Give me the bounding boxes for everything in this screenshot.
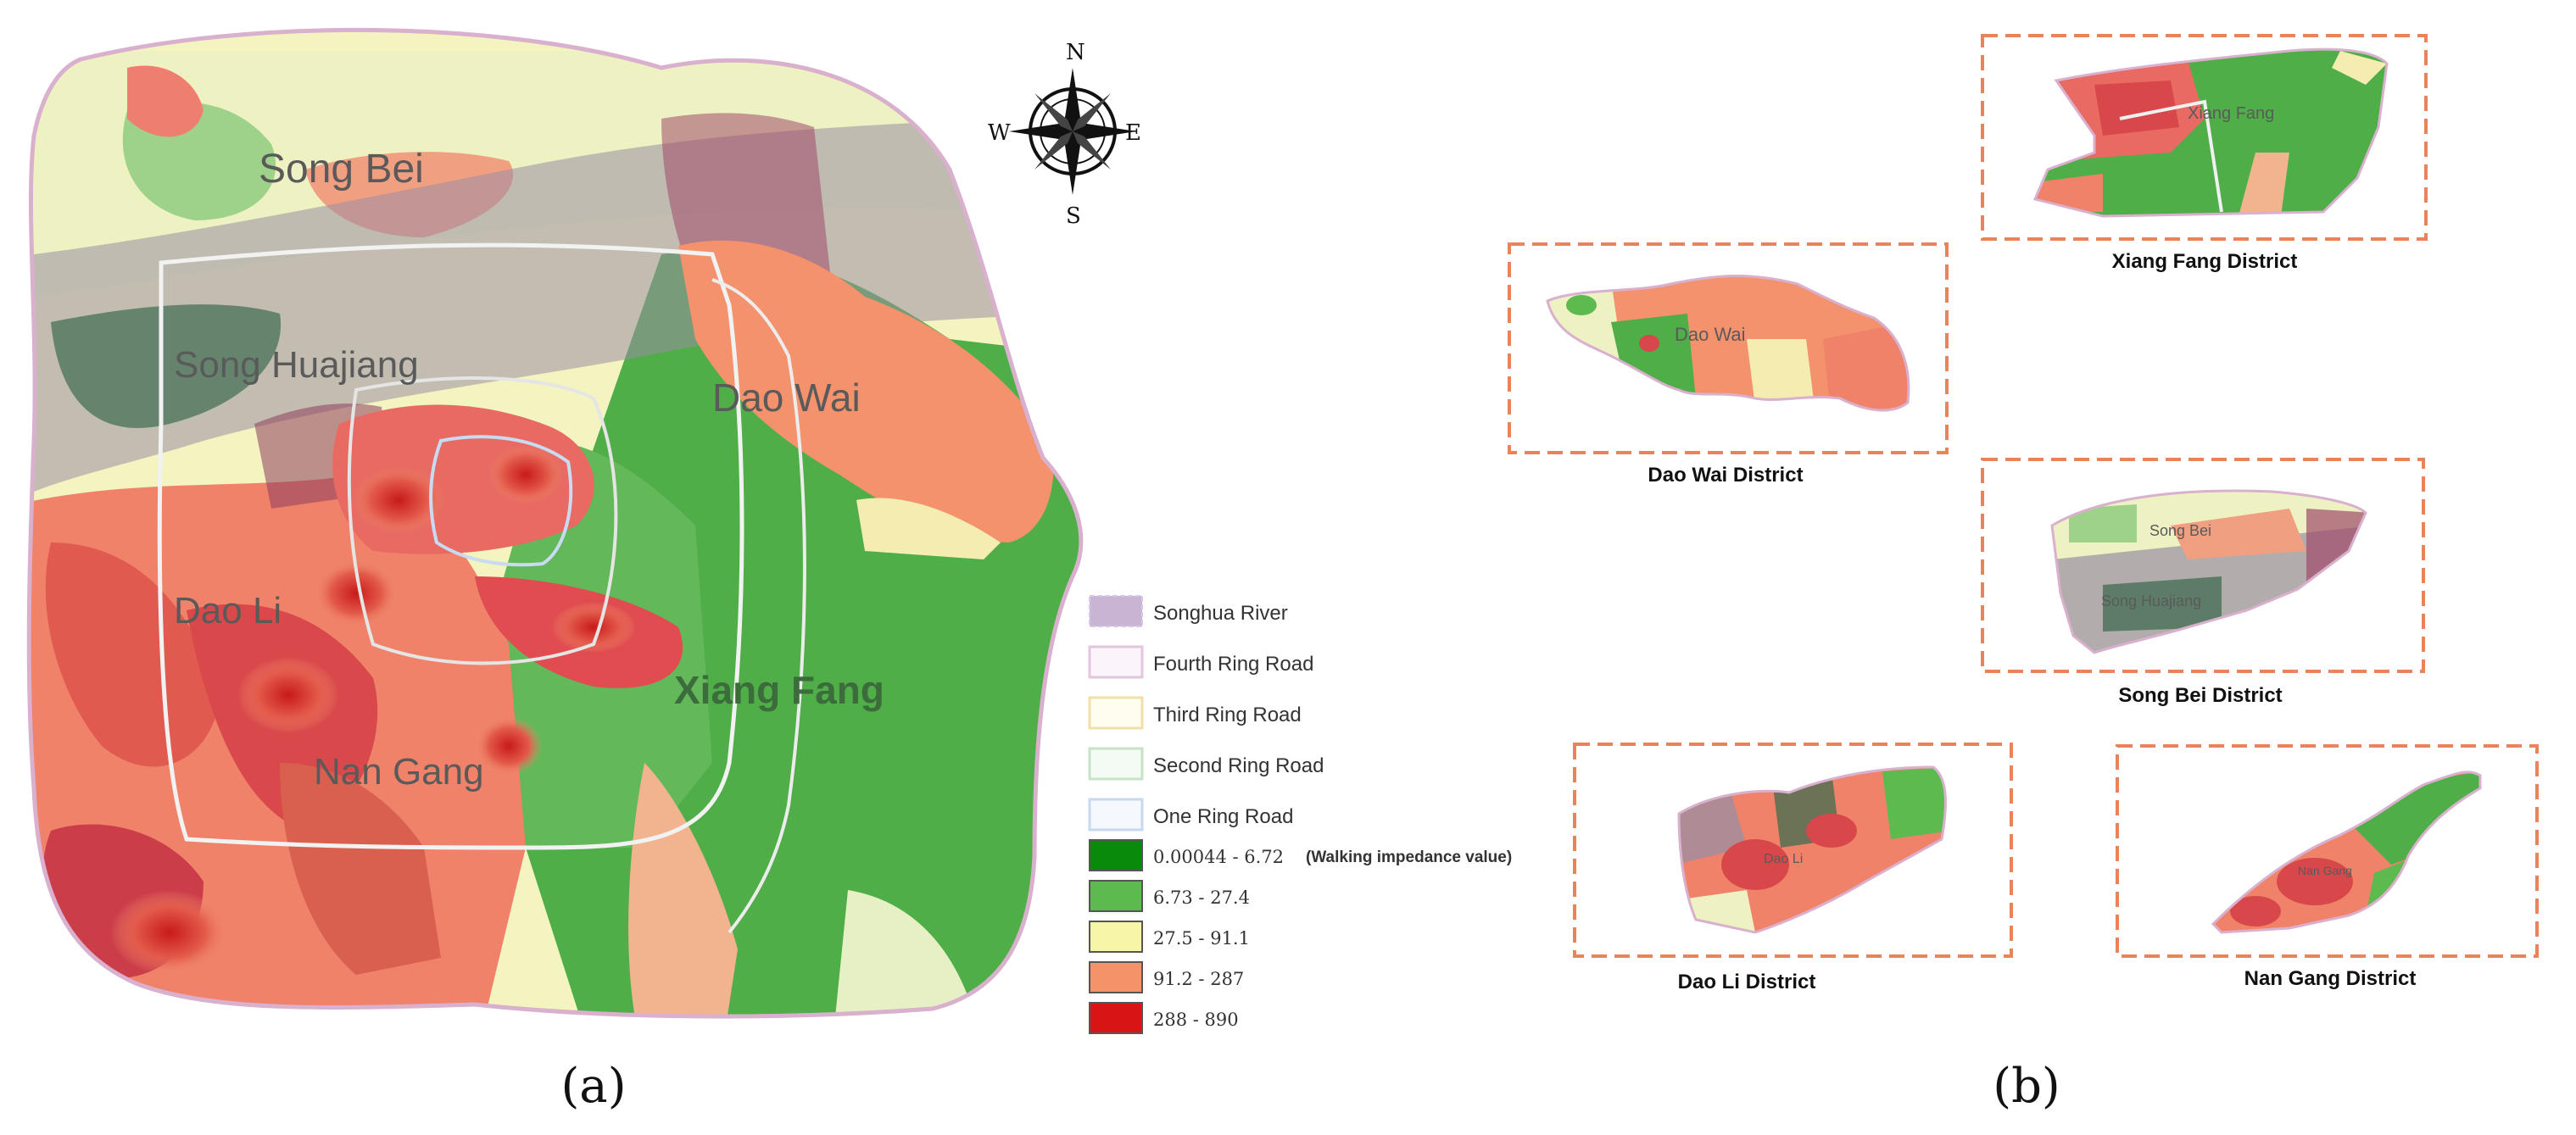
hotspot-6 <box>475 716 543 776</box>
district-dao-wai: Dao Wai Dao Wai District <box>1508 242 1949 487</box>
legend-item: Second Ring Road <box>1088 747 1324 781</box>
legend-label-class-3: 27.5 - 91.1 <box>1153 928 1250 949</box>
district-xiang-fang: Xiang Fang Xiang Fang District <box>1981 34 2428 273</box>
legend-item: Songhua River <box>1089 595 1288 627</box>
inset-frame-song-bei <box>1981 458 2425 673</box>
legend-label-songhua-river: Songhua River <box>1153 602 1288 625</box>
second-ring-road <box>347 376 618 665</box>
legend: Songhua River Fourth Ring Road Third Rin… <box>1088 595 1512 1034</box>
one-ring-road <box>429 435 573 567</box>
zone-north-hot <box>127 65 204 137</box>
district-dao-li: Dao Li Dao Li District <box>1573 743 2013 993</box>
legend-label-class-2: 6.73 - 27.4 <box>1153 887 1250 908</box>
legend-swatch-one-ring <box>1088 798 1144 832</box>
legend-class: 288 - 890 <box>1089 1002 1239 1034</box>
title-xiang-fang-district: Xiang Fang District <box>2112 250 2298 273</box>
title-song-bei-district: Song Bei District <box>2118 684 2282 707</box>
legend-label-class-1: 0.00044 - 6.72 <box>1153 847 1284 867</box>
inset-label-nan-gang: Nan Gang <box>2298 864 2352 877</box>
legend-swatch-fourth-ring <box>1088 645 1144 679</box>
inset-label-xiang-fang: Xiang Fang <box>2188 104 2274 123</box>
inset-label-song-huajiang: Song Huajiang <box>2101 593 2201 609</box>
district-insets: Xiang Fang Xiang Fang District Dao Wai D… <box>1508 34 2539 993</box>
title-nan-gang-district: Nan Gang District <box>2244 967 2417 990</box>
legend-label-class-4: 91.2 - 287 <box>1153 969 1244 989</box>
hotspot-2 <box>488 445 564 504</box>
compass-icon: N S E W <box>988 40 1141 229</box>
legend-label-third-ring: Third Ring Road <box>1153 704 1302 726</box>
hotspot-7 <box>110 890 229 975</box>
inset-frame-nan-gang <box>2116 744 2539 958</box>
label-dao-li: Dao Li <box>174 590 282 631</box>
east-ring-arc <box>711 278 806 934</box>
district-nan-gang: Nan Gang Nan Gang District <box>2116 744 2539 990</box>
inset-label-dao-wai: Dao Wai <box>1675 324 1746 345</box>
third-ring-road <box>157 242 744 850</box>
legend-class-note: (Walking impedance value) <box>1306 848 1512 866</box>
legend-class: 91.2 - 287 <box>1089 961 1244 993</box>
legend-swatch-songhua-river <box>1089 595 1143 627</box>
legend-item: Third Ring Road <box>1088 696 1302 730</box>
label-song-huajiang: Song Huajiang <box>174 344 419 386</box>
zone-daoli-hot <box>45 542 220 767</box>
legend-swatch-second-ring <box>1088 747 1144 781</box>
legend-label-one-ring: One Ring Road <box>1153 805 1293 828</box>
legend-item: Fourth Ring Road <box>1088 645 1313 679</box>
hotspot-5 <box>314 559 399 627</box>
fourth-ring-road <box>26 27 1084 1019</box>
compass-n: N <box>1066 40 1085 65</box>
legend-label-fourth-ring: Fourth Ring Road <box>1153 653 1313 676</box>
legend-class: 6.73 - 27.4 <box>1089 880 1250 912</box>
city-map: Song Bei Song Huajiang Dao Wai Dao Li Na… <box>26 27 1084 1019</box>
legend-class: 27.5 - 91.1 <box>1089 921 1250 953</box>
legend-swatch-class-3 <box>1089 921 1143 953</box>
label-dao-wai: Dao Wai <box>712 376 861 420</box>
inset-label-dao-li: Dao Li <box>1764 852 1803 866</box>
legend-swatch-third-ring <box>1088 696 1144 730</box>
compass-e: E <box>1125 120 1141 146</box>
inset-label-song-bei: Song Bei <box>2149 522 2211 539</box>
hotspot-3 <box>551 602 636 653</box>
compass-w: W <box>988 120 1011 146</box>
legend-item: One Ring Road <box>1088 798 1293 832</box>
zone-daowai-orange <box>678 240 1054 542</box>
title-dao-wai-district: Dao Wai District <box>1648 464 1803 487</box>
label-xiang-fang: Xiang Fang <box>674 668 884 712</box>
label-song-bei: Song Bei <box>259 147 424 192</box>
hotspot-4 <box>237 657 339 733</box>
inset-frame-xiang-fang <box>1981 34 2428 241</box>
zone-river-dark-green <box>51 304 282 428</box>
legend-label-second-ring: Second Ring Road <box>1153 754 1324 777</box>
legend-swatch-class-5 <box>1089 1002 1143 1034</box>
inset-frame-dao-li <box>1573 743 2013 958</box>
legend-swatch-class-1 <box>1089 839 1143 871</box>
label-nan-gang: Nan Gang <box>314 751 484 793</box>
inset-frame-dao-wai <box>1508 242 1949 454</box>
panel-label-a: (a) <box>560 1059 626 1114</box>
zone-daowai-pale <box>856 498 1001 559</box>
legend-swatch-class-4 <box>1089 961 1143 993</box>
panel-label-b: (b) <box>1993 1059 2060 1114</box>
zone-nangang-hot <box>280 763 441 975</box>
district-song-bei: Song Bei Song Huajiang Song Bei District <box>1981 458 2425 707</box>
zone-se-pale <box>831 890 975 1017</box>
legend-class: 0.00044 - 6.72 (Walking impedance value) <box>1089 839 1512 871</box>
compass-s: S <box>1066 203 1081 229</box>
hotspot-1 <box>352 466 445 534</box>
legend-swatch-class-2 <box>1089 880 1143 912</box>
title-dao-li-district: Dao Li District <box>1678 971 1816 993</box>
legend-label-class-5: 288 - 890 <box>1153 1010 1239 1030</box>
